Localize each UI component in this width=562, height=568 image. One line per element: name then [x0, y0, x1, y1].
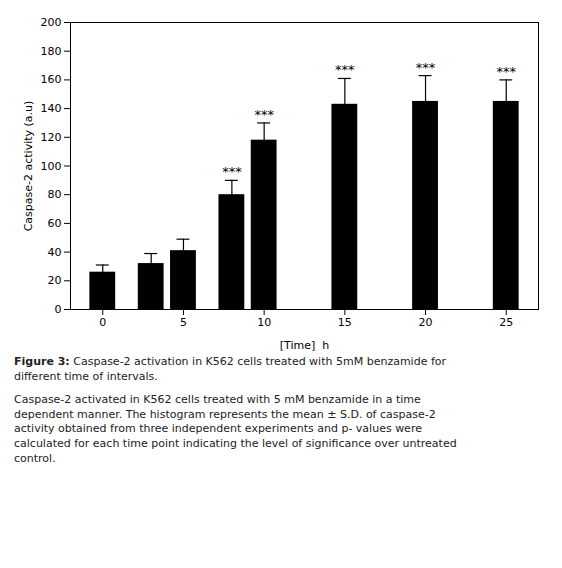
svg-text:Caspase-2 activity (a.u): Caspase-2 activity (a.u)	[22, 101, 35, 232]
svg-text:180: 180	[41, 45, 62, 58]
svg-text:20: 20	[48, 274, 62, 287]
svg-text:80: 80	[48, 188, 62, 201]
svg-text:20: 20	[419, 316, 433, 329]
html-text:Figure 3: Caspase-2 activation: Figure 3: Caspase-2 activation in K562 c…	[14, 355, 446, 383]
svg-text:25: 25	[499, 316, 513, 329]
svg-text:***: ***	[254, 107, 274, 122]
svg-text:***: ***	[416, 60, 436, 75]
svg-text:***: ***	[335, 62, 355, 77]
svg-text:0: 0	[55, 303, 62, 316]
svg-text:[Time] h: [Time] h	[280, 339, 329, 352]
svg-text:***: ***	[496, 64, 516, 79]
html-text:Caspase-2 activated in K562 ce: Caspase-2 activated in K562 cells treate…	[14, 392, 457, 466]
svg-text:60: 60	[48, 217, 62, 230]
svg-text:140: 140	[41, 102, 62, 115]
svg-text:***: ***	[222, 164, 242, 179]
svg-text:100: 100	[41, 160, 62, 173]
svg-text:40: 40	[48, 246, 62, 259]
svg-text:120: 120	[41, 131, 62, 144]
svg-text:10: 10	[257, 316, 271, 329]
svg-text:160: 160	[41, 73, 62, 86]
svg-text:5: 5	[180, 316, 187, 329]
svg-text:200: 200	[41, 16, 62, 29]
svg-text:0: 0	[99, 316, 106, 329]
svg-text:15: 15	[338, 316, 352, 329]
